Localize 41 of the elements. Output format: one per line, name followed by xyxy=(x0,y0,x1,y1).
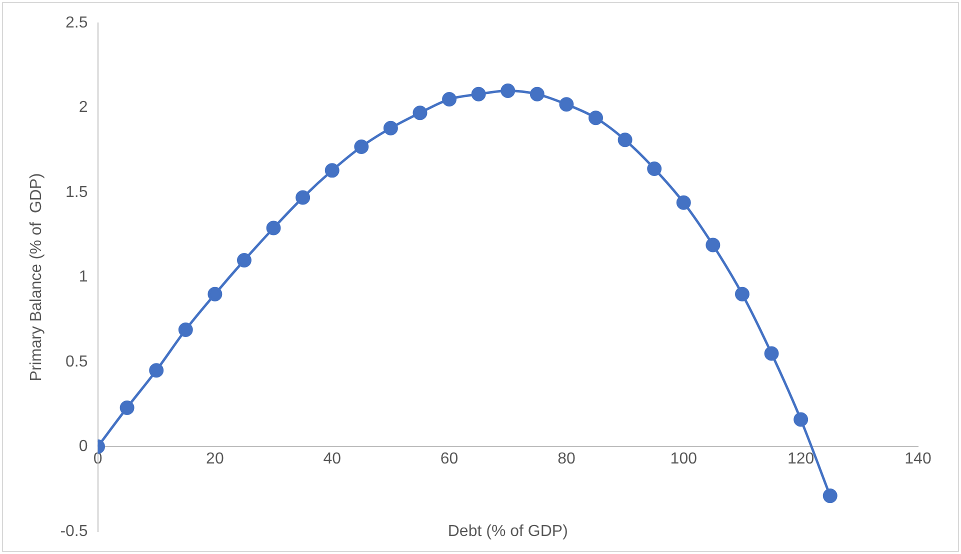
x-tick-label: 80 xyxy=(558,450,576,468)
y-tick-label: 0.5 xyxy=(66,353,88,370)
point xyxy=(706,238,720,252)
x-axis-title: Debt (% of GDP) xyxy=(448,522,568,540)
y-tick-label: 1 xyxy=(78,268,88,286)
y-tick-label: 0 xyxy=(78,438,88,456)
x-tick-label: 60 xyxy=(440,450,458,468)
point xyxy=(822,488,838,504)
x-tick-label: 100 xyxy=(670,450,698,468)
y-tick-label: -0.5 xyxy=(60,522,88,540)
point xyxy=(178,322,193,337)
y-tick-label: 1.5 xyxy=(66,184,88,201)
point xyxy=(734,286,750,302)
point xyxy=(383,120,398,136)
point xyxy=(500,84,516,98)
x-tick-label: 120 xyxy=(787,450,814,468)
point xyxy=(208,286,222,302)
point xyxy=(764,346,779,361)
point xyxy=(442,92,457,107)
point xyxy=(647,161,662,176)
y-tick-label: 2 xyxy=(78,99,88,116)
point xyxy=(794,412,808,427)
point xyxy=(236,253,252,268)
point xyxy=(266,220,281,236)
point xyxy=(354,139,369,154)
point xyxy=(676,195,691,210)
point xyxy=(618,132,632,148)
x-tick-label: 20 xyxy=(206,450,224,468)
point xyxy=(588,110,604,126)
y-tick-label: 2.5 xyxy=(66,14,88,32)
x-tick-label: 140 xyxy=(904,450,932,468)
point xyxy=(324,163,340,178)
point xyxy=(530,86,544,102)
point xyxy=(471,86,486,102)
y-axis-title: Primary Balance (% of GDP) xyxy=(28,173,46,382)
point xyxy=(296,190,310,205)
point xyxy=(120,400,134,415)
point xyxy=(149,363,164,378)
point xyxy=(559,97,574,112)
point xyxy=(412,106,428,120)
x-tick-label: 40 xyxy=(323,450,342,468)
